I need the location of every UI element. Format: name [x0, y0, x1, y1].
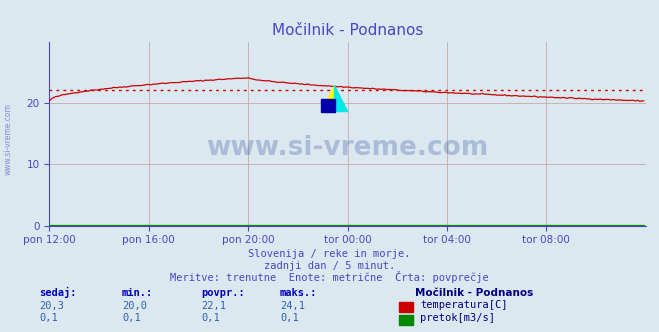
Text: min.:: min.: [122, 289, 153, 298]
Text: povpr.:: povpr.: [201, 289, 244, 298]
Text: 22,1: 22,1 [201, 301, 226, 311]
Text: Močilnik - Podnanos: Močilnik - Podnanos [415, 289, 533, 298]
Text: www.si-vreme.com: www.si-vreme.com [206, 135, 489, 161]
Text: pretok[m3/s]: pretok[m3/s] [420, 313, 496, 323]
Text: 20,3: 20,3 [40, 301, 65, 311]
Text: 0,1: 0,1 [201, 313, 219, 323]
Text: 24,1: 24,1 [280, 301, 305, 311]
Text: Slovenija / reke in morje.: Slovenija / reke in morje. [248, 249, 411, 259]
Text: zadnji dan / 5 minut.: zadnji dan / 5 minut. [264, 261, 395, 271]
Text: sedaj:: sedaj: [40, 288, 77, 298]
Title: Močilnik - Podnanos: Močilnik - Podnanos [272, 23, 423, 38]
Polygon shape [335, 86, 348, 112]
Text: 0,1: 0,1 [280, 313, 299, 323]
Text: 0,1: 0,1 [40, 313, 58, 323]
Text: maks.:: maks.: [280, 289, 318, 298]
Text: 20,0: 20,0 [122, 301, 147, 311]
Text: Meritve: trenutne  Enote: metrične  Črta: povprečje: Meritve: trenutne Enote: metrične Črta: … [170, 271, 489, 283]
Text: temperatura[C]: temperatura[C] [420, 300, 508, 310]
Bar [322, 99, 335, 112]
Text: www.si-vreme.com: www.si-vreme.com [3, 104, 13, 175]
Text: 0,1: 0,1 [122, 313, 140, 323]
Polygon shape [322, 86, 335, 112]
